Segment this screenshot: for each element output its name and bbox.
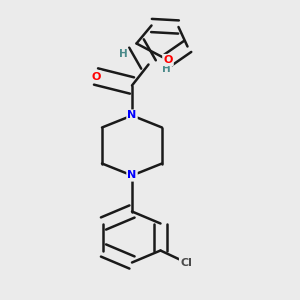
Text: Cl: Cl (180, 257, 192, 268)
Text: N: N (128, 110, 136, 121)
Text: H: H (118, 49, 127, 59)
Text: O: O (163, 55, 173, 65)
Text: N: N (128, 170, 136, 181)
Text: H: H (162, 64, 171, 74)
Text: O: O (91, 71, 101, 82)
